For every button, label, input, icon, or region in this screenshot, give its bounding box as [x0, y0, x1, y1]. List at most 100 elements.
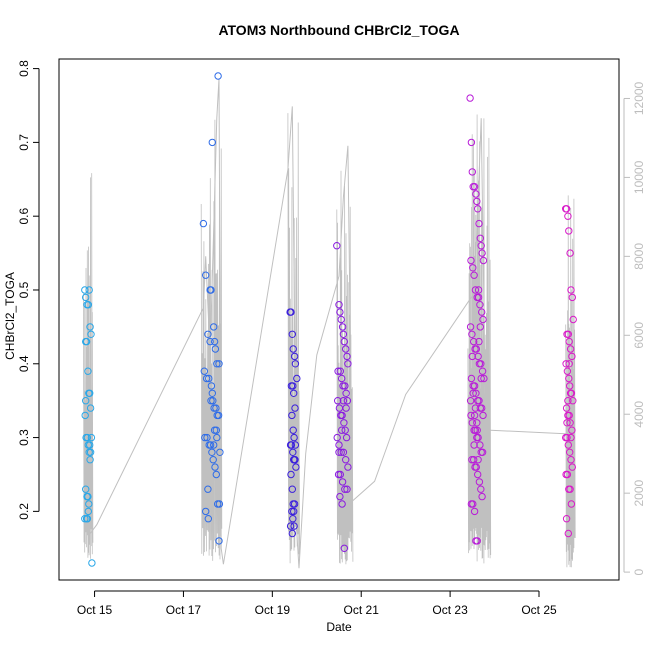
- data-point: [344, 360, 352, 368]
- data-point: [565, 411, 573, 420]
- data-point: [86, 404, 95, 412]
- data-point: [289, 515, 297, 523]
- data-point: [215, 500, 224, 508]
- x-tick-label: Oct 25: [521, 603, 557, 617]
- data-point: [568, 352, 576, 361]
- data-point: [334, 397, 342, 405]
- data-point: [83, 515, 92, 523]
- data-point: [563, 367, 572, 375]
- series-3: [286, 308, 301, 538]
- data-point: [288, 485, 296, 493]
- data-point: [478, 492, 486, 501]
- data-point: [471, 404, 480, 412]
- data-point: [333, 433, 341, 442]
- data-point: [86, 441, 94, 449]
- data-point: [204, 515, 213, 523]
- y-tick-label: 0.6: [17, 208, 31, 225]
- data-point: [335, 301, 343, 309]
- secondary-tick-label: 6000: [632, 322, 646, 349]
- data-point: [207, 382, 216, 390]
- data-point: [206, 337, 214, 346]
- data-point: [470, 183, 479, 191]
- data-point: [562, 404, 571, 412]
- data-point: [472, 389, 480, 397]
- x-tick-label: Oct 17: [166, 603, 202, 617]
- data-point: [291, 404, 299, 412]
- data-point: [212, 470, 221, 479]
- data-point: [474, 470, 482, 479]
- data-point: [344, 463, 352, 471]
- data-point: [216, 448, 224, 456]
- data-point: [202, 507, 210, 516]
- data-point: [86, 323, 94, 331]
- data-point: [475, 337, 483, 346]
- data-point: [479, 411, 487, 420]
- data-point: [343, 485, 351, 493]
- data-point: [289, 382, 297, 390]
- data-point: [81, 411, 89, 420]
- data-point: [203, 433, 211, 442]
- data-point: [87, 330, 95, 338]
- data-point: [564, 330, 572, 338]
- data-point: [566, 345, 575, 353]
- data-point: [473, 426, 481, 434]
- data-point: [82, 485, 90, 493]
- data-point: [210, 337, 219, 346]
- data-point: [342, 456, 350, 464]
- data-point: [475, 219, 483, 228]
- data-point: [343, 397, 352, 405]
- data-point: [82, 397, 90, 405]
- y-axis-label: CHBrCl2_TOGA: [3, 272, 17, 360]
- data-point: [293, 374, 301, 383]
- data-point: [204, 485, 212, 493]
- data-point: [291, 441, 300, 449]
- data-point: [200, 367, 209, 375]
- data-point: [291, 360, 300, 368]
- data-point: [336, 308, 344, 316]
- data-point: [472, 345, 480, 353]
- data-point: [476, 301, 484, 309]
- x-tick-label: Oct 23: [432, 603, 468, 617]
- data-point: [563, 433, 571, 442]
- data-point: [86, 456, 94, 464]
- data-point: [336, 470, 344, 479]
- data-point: [567, 500, 576, 508]
- data-point: [565, 374, 573, 383]
- data-point: [337, 448, 345, 456]
- secondary-leg-2: [222, 106, 353, 569]
- y-tick-label: 0.4: [17, 355, 31, 372]
- data-point: [288, 529, 296, 538]
- data-point: [210, 441, 218, 449]
- data-point: [479, 315, 487, 324]
- data-point: [568, 426, 576, 434]
- data-point: [201, 433, 209, 442]
- x-tick-label: Oct 19: [255, 603, 291, 617]
- data-point: [340, 544, 348, 552]
- secondary-tick-label: 0: [632, 568, 646, 575]
- data-point: [562, 205, 571, 213]
- data-point: [286, 522, 295, 530]
- data-point: [212, 404, 220, 412]
- secondary-tick-label: 8000: [632, 243, 646, 270]
- data-point: [566, 485, 574, 493]
- data-point: [568, 463, 576, 471]
- data-point: [215, 360, 223, 368]
- data-point: [339, 397, 348, 405]
- data-point: [290, 389, 298, 397]
- data-point: [468, 419, 476, 427]
- data-point: [341, 485, 349, 493]
- chart-title: ATOM3 Northbound CHBrCl2_TOGA: [218, 22, 459, 38]
- data-point: [342, 433, 351, 442]
- data-point: [476, 323, 484, 331]
- data-point: [563, 419, 571, 427]
- series-2: [199, 72, 224, 545]
- data-point: [202, 271, 210, 279]
- data-point: [473, 197, 481, 206]
- data-point: [477, 374, 485, 383]
- data-point: [86, 389, 94, 397]
- data-point: [474, 352, 482, 361]
- data-point: [84, 301, 93, 309]
- data-point: [467, 138, 476, 147]
- data-point: [466, 94, 474, 102]
- data-point: [211, 463, 219, 471]
